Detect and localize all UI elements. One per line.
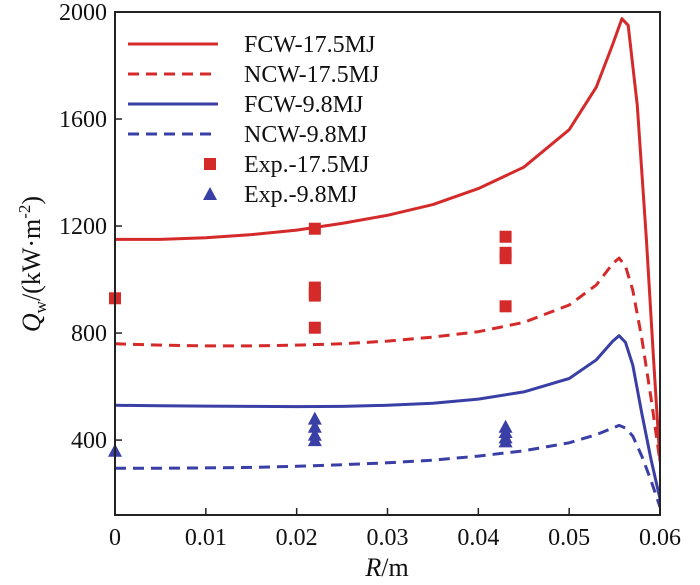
- series-line-fcw-17-5mj: [115, 17, 660, 462]
- point-exp-9-8mj: [307, 433, 322, 447]
- x-tick-label: 0.02: [276, 525, 318, 551]
- point-exp-17-5mj: [499, 252, 512, 265]
- ticks-layer: 0 0.01 0.02 0.03 0.04 0.05 0.06 400 800 1200 1600 2…: [59, 0, 681, 551]
- y-tick-label: 1600: [59, 107, 107, 133]
- y-axis-var-sub: w: [31, 300, 50, 313]
- legend-label-ncw-17-5mj: NCW-17.5MJ: [244, 62, 379, 88]
- x-tick-label: 0.01: [185, 525, 227, 551]
- x-axis-unit: /m: [381, 553, 408, 582]
- x-axis-var: R: [364, 553, 381, 582]
- legend: FCW-17.5MJ NCW-17.5MJ FCW-9.8MJ NCW-9.8MJ Ex…: [128, 32, 379, 208]
- point-exp-9-8mj: [307, 411, 322, 425]
- legend-label-exp-9-8mj: Exp.-9.8MJ: [244, 182, 357, 208]
- plot-frame: [114, 11, 661, 516]
- legend-swatch-exp-9-8mj: [203, 187, 217, 200]
- y-axis-title: Qw/(kW·m-2): [15, 196, 50, 332]
- x-tick-label: 0.03: [367, 525, 409, 551]
- point-exp-17-5mj: [499, 300, 512, 313]
- y-axis-unit: /(kW·m: [17, 219, 46, 301]
- legend-label-fcw-17-5mj: FCW-17.5MJ: [244, 32, 375, 58]
- point-exp-17-5mj: [308, 321, 321, 334]
- y-tick-label: 800: [71, 321, 107, 347]
- point-exp-17-5mj: [308, 222, 321, 235]
- y-tick-label: 2000: [59, 0, 107, 26]
- point-exp-9-8mj: [498, 434, 513, 448]
- x-axis-title: R/m: [364, 553, 408, 582]
- legend-label-ncw-9-8mj: NCW-9.8MJ: [244, 122, 367, 148]
- series-line-fcw-9-8mj: [115, 334, 660, 500]
- y-axis-unit-close: ): [17, 196, 46, 205]
- series-layer: [115, 17, 660, 508]
- series-line-ncw-17-5mj: [115, 256, 660, 462]
- legend-swatch-exp-17-5mj: [204, 158, 216, 170]
- legend-label-exp-17-5mj: Exp.-17.5MJ: [244, 152, 369, 178]
- x-tick-label: 0: [109, 525, 121, 551]
- x-tick-label: 0.05: [548, 525, 590, 551]
- y-axis-unit-sup: -2: [15, 205, 34, 219]
- series-line-ncw-9-8mj: [115, 423, 660, 508]
- x-tick-label: 0.04: [457, 525, 499, 551]
- point-exp-9-8mj: [307, 419, 322, 433]
- legend-label-fcw-9-8mj: FCW-9.8MJ: [244, 92, 363, 118]
- y-tick-label: 400: [71, 428, 107, 454]
- y-tick-label: 1200: [59, 214, 107, 240]
- y-axis-var: Q: [17, 313, 46, 332]
- point-exp-17-5mj: [308, 289, 321, 302]
- x-tick-label: 0.06: [639, 525, 681, 551]
- point-exp-17-5mj: [499, 230, 512, 243]
- points-layer: [108, 222, 513, 457]
